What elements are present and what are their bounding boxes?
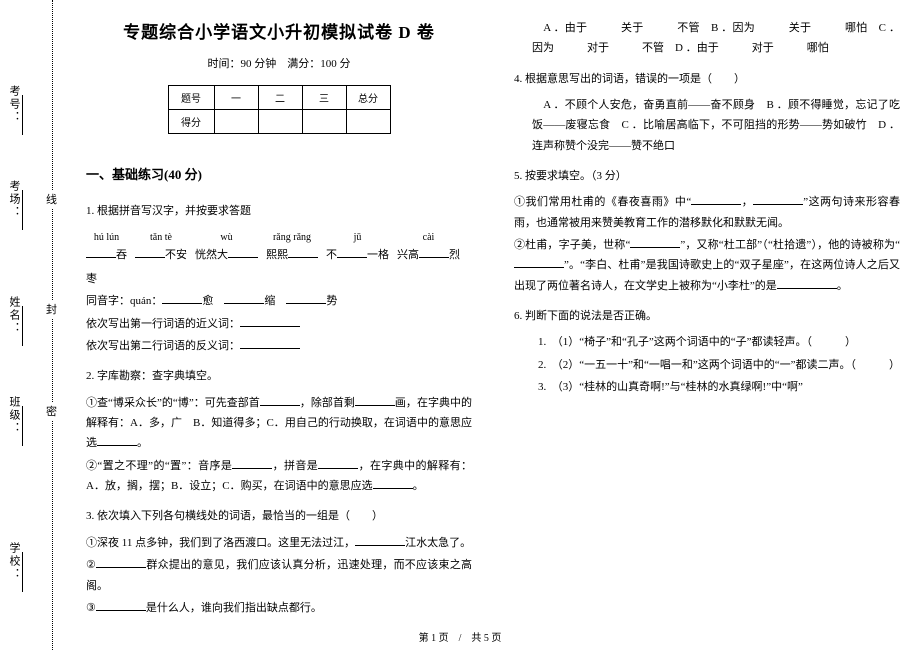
binding-dotted-line — [52, 0, 53, 650]
question-4: 4. 根据意思写出的词语，错误的一项是（ ） A ．不顾个人安危，奋勇直前——奋… — [514, 69, 900, 156]
binding-margin: 考号： 考场： 姓名： 班级： 学校： 线封密 — [0, 0, 72, 650]
question-6: 6. 判断下面的说法是否正确。 1. （1）“椅子”和“孔子”这两个词语中的“子… — [514, 306, 900, 397]
cell — [346, 110, 390, 134]
question-2: 2. 字库勘察：查字典填空。 ①查“博采众长”的“博”：可先查部首，除部首剩画，… — [86, 366, 472, 496]
exam-subtitle: 时间：90 分钟 满分：100 分 — [86, 55, 472, 71]
q6-stem: 6. 判断下面的说法是否正确。 — [514, 306, 900, 326]
q6-item: 2. （2）“一五一十”和“一唱一和”这两个词语中的“一”都读二声。（ ） — [538, 355, 900, 375]
exam-title: 专题综合小学语文小升初模拟试卷 D 卷 — [86, 18, 472, 43]
cell — [258, 110, 302, 134]
table-row: 题号 一 二 三 总分 — [168, 86, 390, 110]
cell — [214, 110, 258, 134]
q1-pinyin-row: hú lún吞 tǎn tè不安 wù恍然大 rǎng rǎng熙熙 jū不一格… — [86, 229, 472, 269]
binding-seal-char: 封 — [46, 300, 57, 318]
question-1: 1. 根据拼音写汉字，并按要求答题 hú lún吞 tǎn tè不安 wù恍然大… — [86, 201, 472, 356]
binding-underline — [22, 306, 23, 346]
cell: 总分 — [346, 86, 390, 110]
section-heading: 一、基础练习(40 分) — [86, 164, 472, 183]
q5-stem: 5. 按要求填空。（3 分） — [514, 166, 900, 186]
cell: 二 — [258, 86, 302, 110]
binding-field-label: 班级： — [6, 396, 22, 435]
q3-options: A ．由于 关于 不管 B ．因为 关于 哪怕 C ．因为 对于 不管 D ．由… — [514, 18, 900, 59]
binding-field-label: 姓名： — [6, 296, 22, 335]
q4-stem: 4. 根据意思写出的词语，错误的一项是（ ） — [514, 69, 900, 89]
cell: 得分 — [168, 110, 214, 134]
binding-underline — [22, 552, 23, 592]
q1-stem: 1. 根据拼音写汉字，并按要求答题 — [86, 201, 472, 221]
q2-stem: 2. 字库勘察：查字典填空。 — [86, 366, 472, 386]
binding-underline — [22, 95, 23, 135]
binding-field-label: 考号： — [6, 85, 22, 124]
cell: 一 — [214, 86, 258, 110]
binding-seal-char: 线 — [46, 190, 57, 208]
q6-item: 3. （3）“桂林的山真奇啊!”与“桂林的水真绿啊!”中“啊” — [538, 377, 900, 397]
exam-content: 专题综合小学语文小升初模拟试卷 D 卷 时间：90 分钟 满分：100 分 题号… — [86, 18, 900, 626]
binding-underline — [22, 190, 23, 230]
q3-stem: 3. 依次填入下列各句横线处的词语，最恰当的一组是（ ） — [86, 506, 472, 526]
page-footer: 第 1 页 / 共 5 页 — [0, 629, 920, 644]
score-table: 题号 一 二 三 总分 得分 — [168, 85, 391, 134]
q4-options: A ．不顾个人安危，奋勇直前——奋不顾身 B ．顾不得睡觉，忘记了吃饭——废寝忘… — [514, 95, 900, 156]
binding-field-label: 学校： — [6, 542, 22, 581]
cell: 题号 — [168, 86, 214, 110]
cell: 三 — [302, 86, 346, 110]
binding-field-label: 考场： — [6, 180, 22, 219]
question-5: 5. 按要求填空。（3 分） ①我们常用杜甫的《春夜喜雨》中“，”这两句诗来形容… — [514, 166, 900, 296]
binding-underline — [22, 406, 23, 446]
table-row: 得分 — [168, 110, 390, 134]
cell — [302, 110, 346, 134]
binding-seal-char: 密 — [46, 402, 57, 420]
q6-item: 1. （1）“椅子”和“孔子”这两个词语中的“子”都读轻声。（ ） — [538, 332, 900, 352]
